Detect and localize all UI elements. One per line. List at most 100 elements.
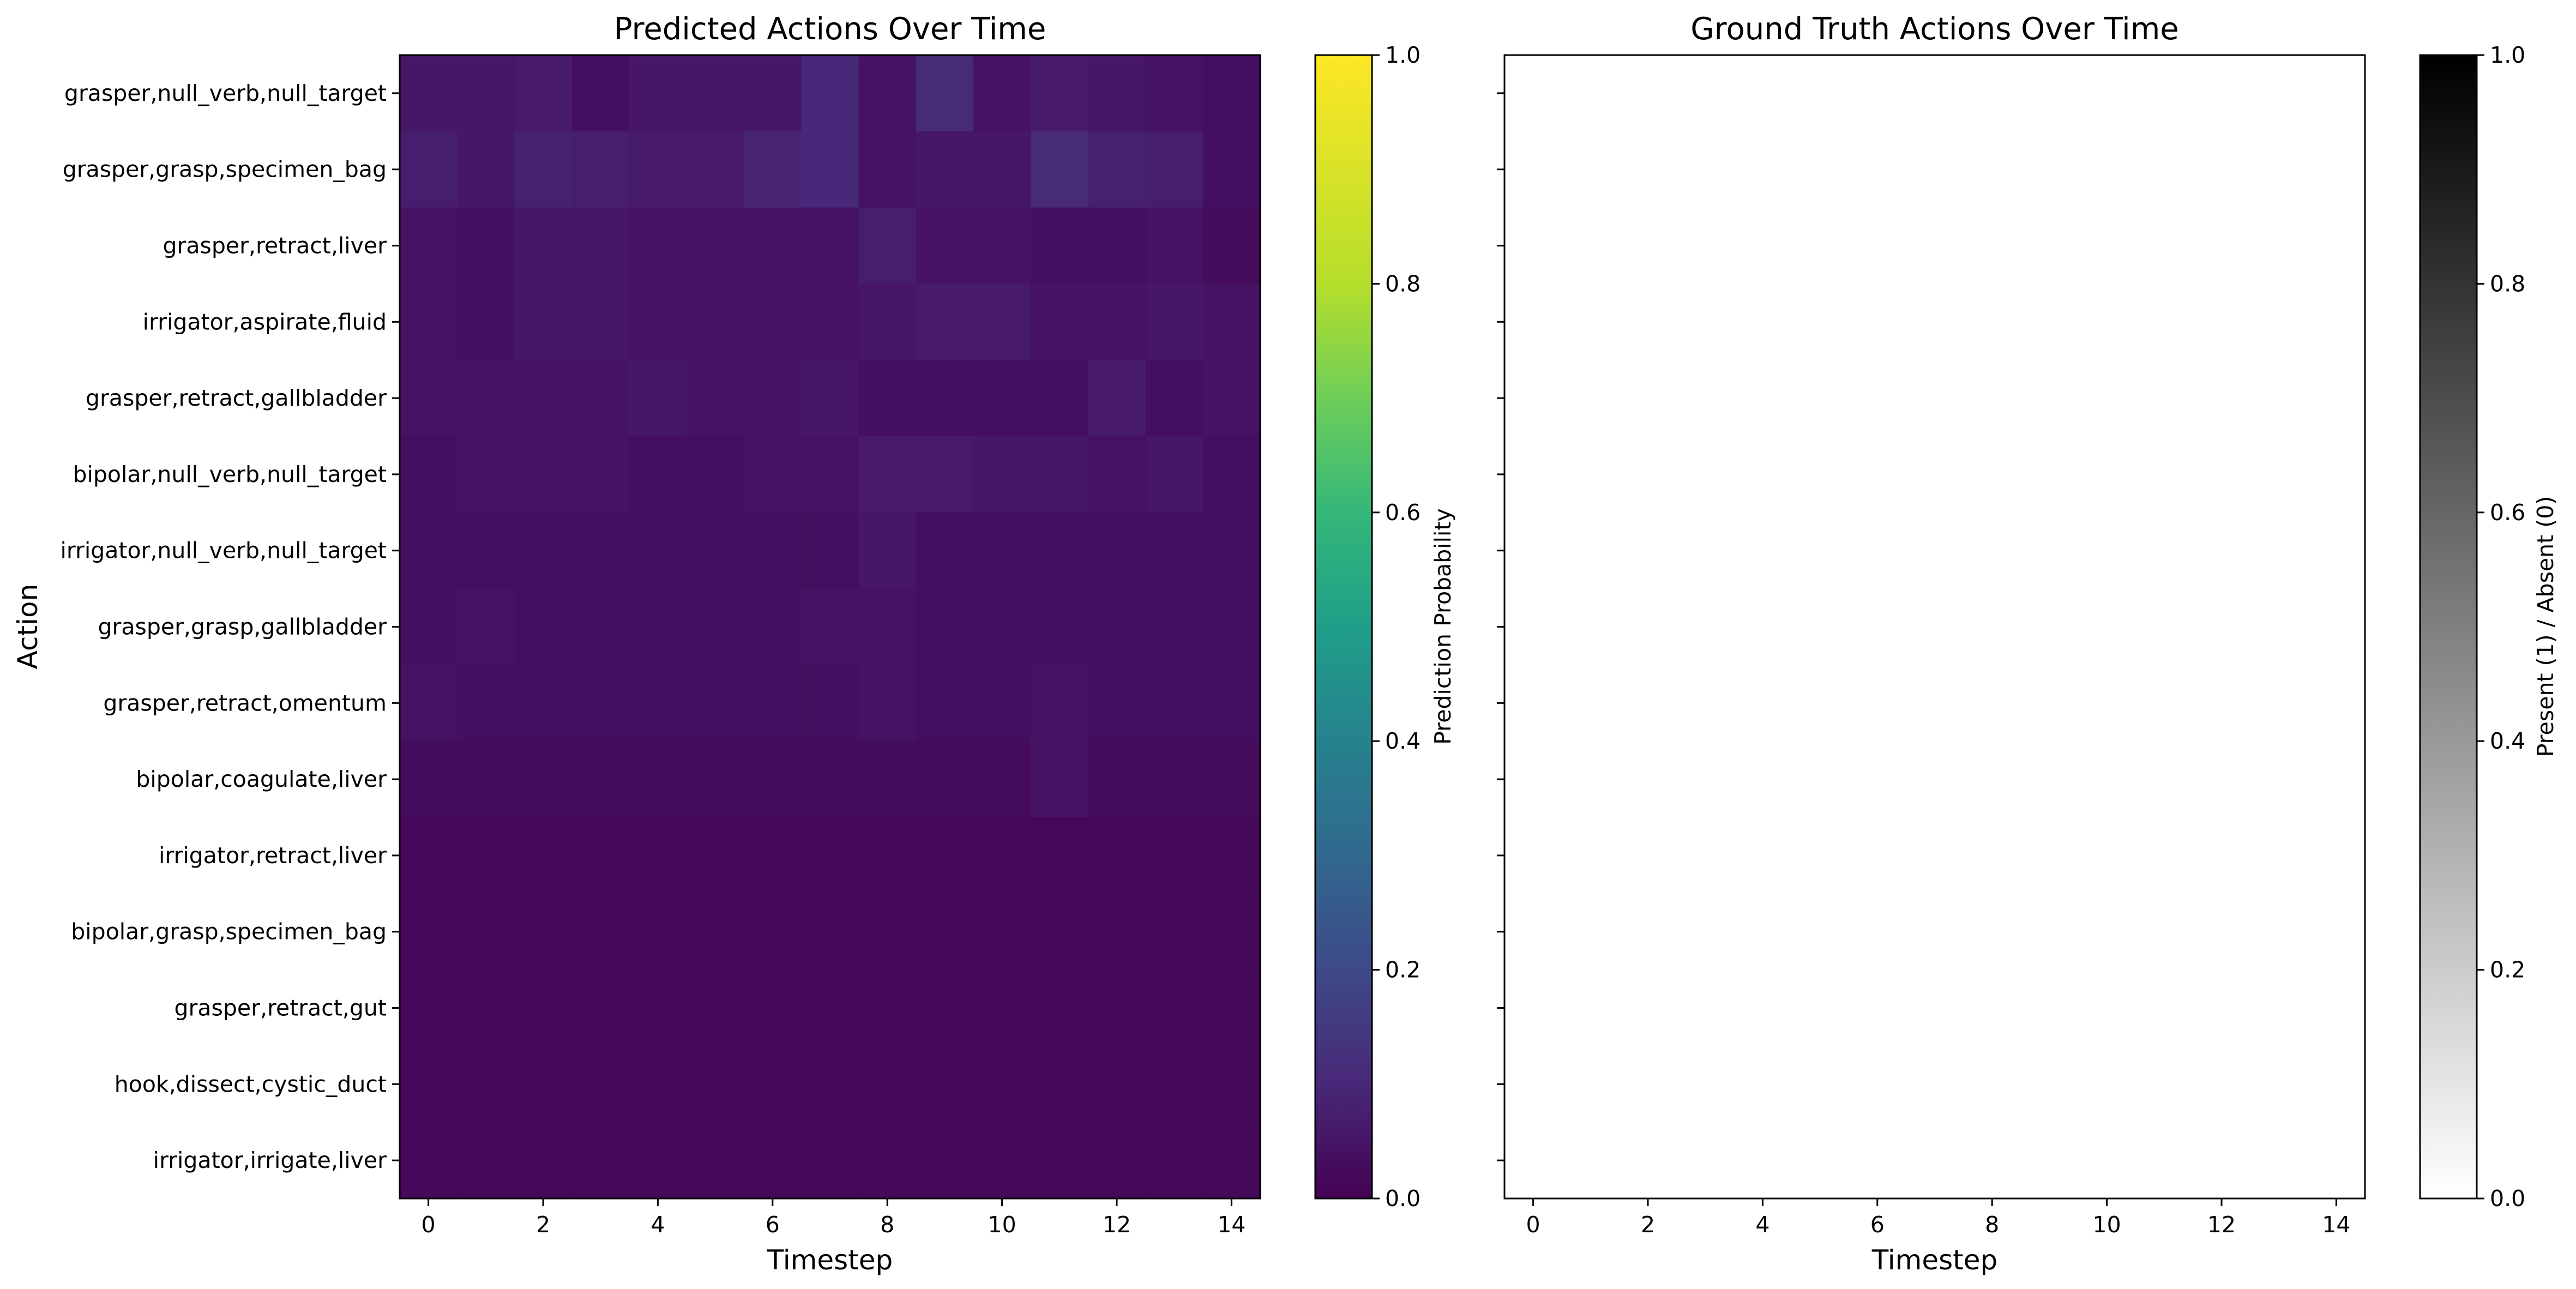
- chart1-cell: [1145, 207, 1203, 284]
- chart1-cell: [973, 893, 1031, 971]
- chart2-cell: [1504, 665, 1562, 742]
- chart1-cell: [571, 665, 630, 742]
- chart1-cell: [801, 436, 859, 513]
- chart1-cell: [744, 1046, 802, 1123]
- y-tick-label: grasper,retract,omentum: [103, 690, 387, 716]
- chart1-colorbar-tick-label: 0.8: [1385, 270, 1421, 297]
- chart2-cell: [1619, 436, 1677, 513]
- chart2-cell: [1562, 207, 1620, 284]
- chart2-cell: [1963, 360, 2021, 437]
- chart2-colorbar-label: Present (1) / Absent (0): [2532, 496, 2559, 757]
- chart1-cell: [1145, 817, 1203, 894]
- chart2-cell: [2250, 131, 2308, 208]
- chart2-cell: [2078, 1046, 2136, 1123]
- chart1-cell: [457, 1046, 515, 1123]
- chart2-cell: [1963, 131, 2021, 208]
- chart2-cell: [1562, 893, 1620, 971]
- chart2-cell: [1849, 741, 1906, 818]
- chart1-cell: [1088, 436, 1146, 513]
- chart1-cell: [400, 817, 458, 894]
- chart1-cell: [629, 360, 687, 437]
- chart2-colorbar-tick-label: 0.4: [2490, 728, 2525, 754]
- chart2-cell: [2193, 55, 2251, 132]
- chart2-cell: [1619, 131, 1677, 208]
- chart1-x-tick-label: 10: [988, 1212, 1016, 1238]
- chart2-cell: [2135, 1122, 2193, 1199]
- chart2-cell: [1562, 1046, 1620, 1123]
- chart1-cell: [400, 588, 458, 665]
- chart1-cell: [514, 741, 573, 818]
- chart1-cell: [1031, 512, 1088, 589]
- chart2-cell: [1849, 360, 1906, 437]
- chart2-cell: [1734, 131, 1792, 208]
- chart1-cell: [916, 284, 974, 360]
- chart1-cell: [1202, 131, 1261, 208]
- chart2-x-tick-label: 12: [2207, 1212, 2236, 1238]
- chart1-y-axis: grasper,null_verb,null_target grasper,gra…: [60, 80, 400, 1173]
- chart1-cell: [400, 131, 458, 208]
- chart2-cell: [2020, 512, 2079, 589]
- chart1-cell: [1088, 512, 1146, 589]
- chart1-colorbar-tick-label: 0.0: [1385, 1185, 1421, 1212]
- chart2-cell: [1849, 55, 1906, 132]
- chart2-cell: [1849, 969, 1906, 1046]
- chart1-cell: [1088, 741, 1146, 818]
- chart1-x-tick-label: 0: [422, 1212, 436, 1238]
- chart2-cell: [1676, 817, 1735, 894]
- chart1-cell: [687, 131, 744, 208]
- chart1-cell: [973, 55, 1031, 132]
- chart2-cell: [1562, 969, 1620, 1046]
- chart1-cell: [514, 588, 573, 665]
- chart2-cell: [1619, 665, 1677, 742]
- chart1-cell: [1088, 1122, 1146, 1199]
- chart2-cell: [2250, 588, 2308, 665]
- chart2-cell: [1734, 588, 1792, 665]
- chart1-colorbar-ticks: 0.0 0.2 0.4 0.6 0.8 1.0: [1372, 42, 1421, 1212]
- chart1-cell: [687, 1122, 744, 1199]
- chart2-cell: [2078, 817, 2136, 894]
- chart1-cell: [916, 360, 974, 437]
- chart1-cell: [400, 512, 458, 589]
- chart1-cell: [457, 969, 515, 1046]
- chart1-cell: [457, 512, 515, 589]
- y-tick-label: grasper,retract,gut: [174, 995, 387, 1021]
- chart2-cell: [1734, 436, 1792, 513]
- chart2-cell: [1562, 284, 1620, 360]
- chart2-cell: [2193, 360, 2251, 437]
- chart1-cell: [400, 741, 458, 818]
- chart1-cell: [1202, 55, 1261, 132]
- chart2-cell: [1906, 665, 1964, 742]
- chart1-cell: [514, 512, 573, 589]
- chart1-cell: [1088, 588, 1146, 665]
- chart2-cell: [2193, 588, 2251, 665]
- chart1-cell: [687, 665, 744, 742]
- chart2-colorbar: [2419, 54, 2478, 1200]
- chart1-cell: [1145, 588, 1203, 665]
- y-tick-label: grasper,retract,gallbladder: [86, 385, 387, 411]
- chart1-cell: [514, 665, 573, 742]
- chart2-cell: [2250, 512, 2308, 589]
- chart2-cell: [2078, 741, 2136, 818]
- chart1-cell: [801, 55, 859, 132]
- chart1-cell: [629, 1046, 687, 1123]
- chart2-cell: [2193, 1046, 2251, 1123]
- chart1-cell: [973, 207, 1031, 284]
- chart2-cell: [2250, 665, 2308, 742]
- chart2-cell: [2135, 893, 2193, 971]
- chart1-cell: [629, 131, 687, 208]
- chart1-cell: [858, 1122, 917, 1199]
- chart2-colorbar-tick-label: 0.8: [2490, 270, 2525, 297]
- chart2-cell: [1791, 588, 1849, 665]
- chart2-cell: [1849, 131, 1906, 208]
- chart1-cell: [801, 512, 859, 589]
- chart2-cell: [1791, 131, 1849, 208]
- chart1-cell: [1031, 55, 1088, 132]
- chart2-cell: [1562, 512, 1620, 589]
- chart1-cell: [687, 588, 744, 665]
- chart2-cell: [2193, 512, 2251, 589]
- chart1-cell: [916, 893, 974, 971]
- chart1-cell: [571, 284, 630, 360]
- y-tick-label: bipolar,coagulate,liver: [136, 766, 387, 792]
- chart2-cell: [1734, 1046, 1792, 1123]
- chart2-cell: [2193, 969, 2251, 1046]
